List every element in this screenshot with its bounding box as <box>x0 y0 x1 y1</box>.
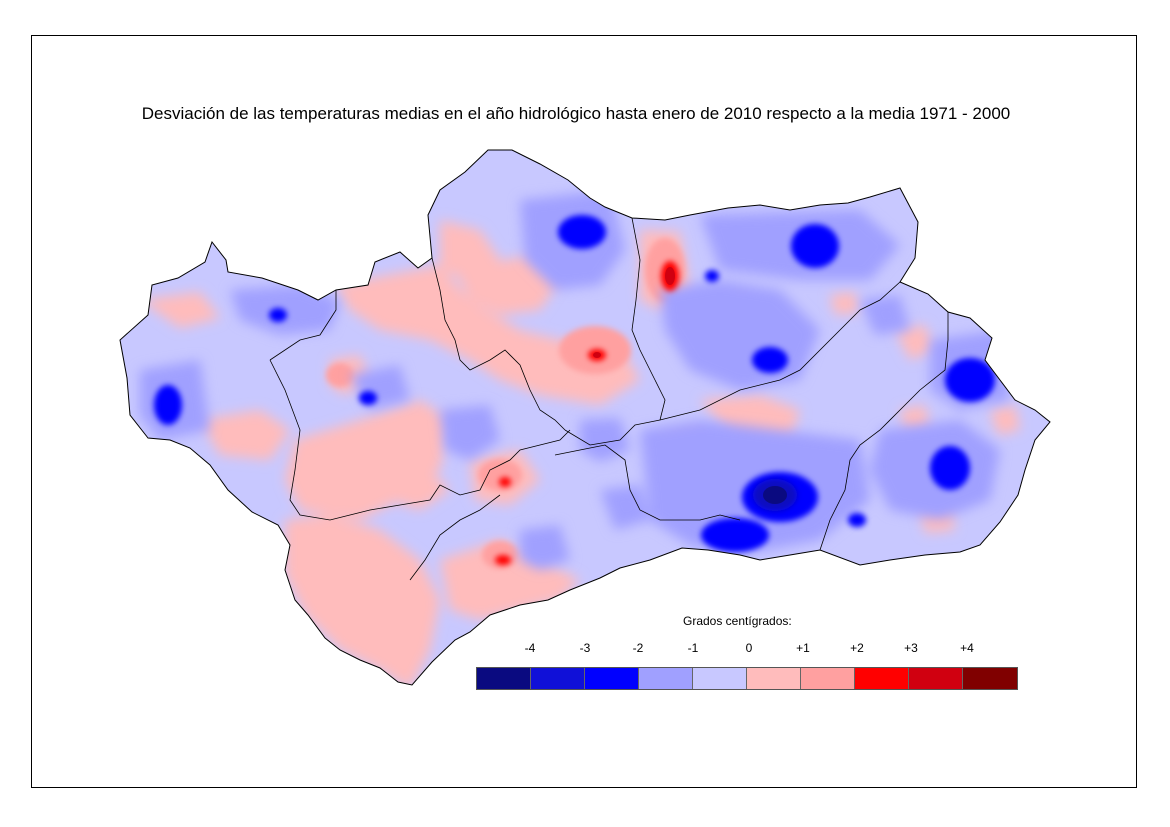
province-borders <box>269 217 949 581</box>
legend-swatch <box>639 668 693 689</box>
legend-tick-label: -4 <box>524 641 536 655</box>
legend-swatch <box>855 668 909 689</box>
legend-swatch <box>909 668 963 689</box>
legend-tick-label: 0 <box>745 641 753 655</box>
legend-swatch <box>585 668 639 689</box>
map-frame <box>31 35 1137 788</box>
legend-swatch <box>801 668 855 689</box>
legend-tick-label: +4 <box>960 641 974 655</box>
legend-color-bar <box>476 667 1018 690</box>
legend-tick-label: +1 <box>796 641 810 655</box>
legend-tick-label: -3 <box>579 641 591 655</box>
map-title: Desviación de las temperaturas medias en… <box>141 104 1011 123</box>
legend-title: Grados centígrados: <box>683 614 792 628</box>
legend-swatch <box>477 668 531 689</box>
legend-swatch <box>963 668 1017 689</box>
legend-swatch <box>693 668 747 689</box>
legend-tick-label: +2 <box>850 641 864 655</box>
temperature-field <box>120 150 1050 685</box>
legend-tick-label: -1 <box>687 641 699 655</box>
legend-swatch <box>531 668 585 689</box>
legend-swatch <box>747 668 801 689</box>
legend-tick-label: +3 <box>904 641 918 655</box>
legend-tick-label: -2 <box>632 641 644 655</box>
